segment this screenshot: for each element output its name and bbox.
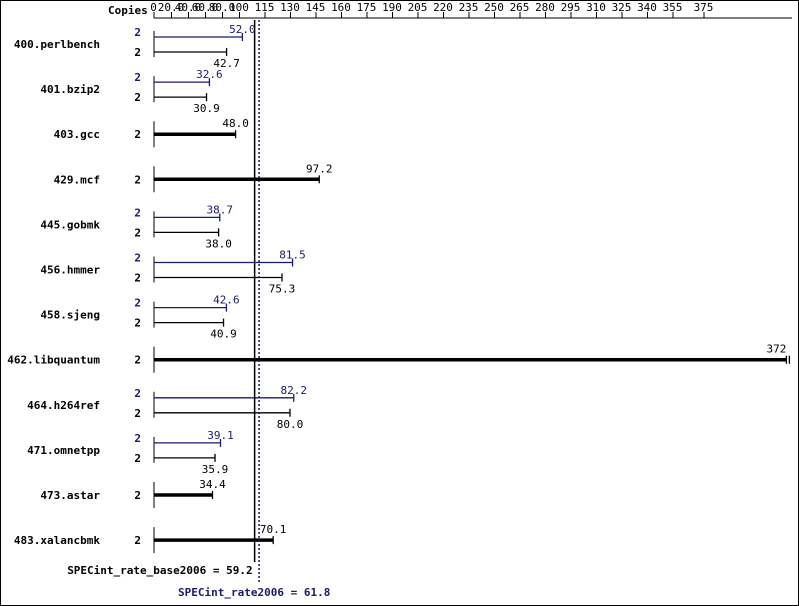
benchmark-label: 456.hmmer — [40, 264, 100, 277]
peak-copies-label: 2 — [134, 387, 141, 400]
base-value-label: 42.7 — [213, 57, 240, 70]
peak-value-label: 32.6 — [196, 68, 223, 81]
benchmark-label: 429.mcf — [54, 173, 100, 186]
peak-copies-label: 2 — [134, 252, 141, 265]
benchmark-label: 400.perlbench — [14, 38, 100, 51]
peak-value-label: 81.5 — [279, 249, 306, 262]
peak-copies-label: 2 — [134, 297, 141, 310]
base-value-label: 80.0 — [277, 418, 304, 431]
benchmark-row: 456.hmmer 2 2 81.5 75.3 — [40, 249, 305, 296]
benchmark-row: 401.bzip2 2 2 32.6 30.9 — [40, 68, 222, 115]
base-copies-label: 2 — [134, 272, 141, 285]
benchmark-row: 462.libquantum 2 372 — [7, 343, 791, 373]
base-copies-label: 2 — [134, 46, 141, 59]
benchmark-label: 464.h264ref — [27, 399, 100, 412]
benchmark-label: 471.omnetpp — [27, 444, 100, 457]
base-value-label: 38.0 — [205, 237, 232, 250]
peak-value-label: 42.6 — [213, 294, 240, 307]
benchmark-label: 462.libquantum — [7, 354, 100, 367]
base-copies-label: 2 — [134, 452, 141, 465]
base-copies-label: 2 — [134, 534, 141, 547]
x-tick-label: 115 — [255, 1, 275, 14]
benchmark-row: 403.gcc 2 48.0 — [54, 117, 249, 148]
x-tick-label: 145 — [306, 1, 326, 14]
benchmark-row: 429.mcf 2 97.2 — [54, 162, 333, 193]
base-value-label: 40.9 — [210, 328, 237, 341]
benchmark-rows: 400.perlbench 2 2 52.0 42.7 401.bzip2 2 2 32.6 30… — [7, 23, 791, 554]
base-copies-label: 2 — [134, 407, 141, 420]
benchmark-label: 403.gcc — [54, 128, 100, 141]
peak-metric-label: SPECint_rate2006 = 61.8 — [178, 586, 330, 599]
benchmark-row: 483.xalancbmk 2 70.1 — [14, 523, 287, 554]
benchmark-row: 458.sjeng 2 2 42.6 40.9 — [40, 294, 239, 341]
benchmark-row: 464.h264ref 2 2 82.2 80.0 — [27, 384, 307, 431]
x-tick-label: 340 — [637, 1, 657, 14]
benchmark-label: 473.astar — [40, 489, 100, 502]
x-tick-label: 205 — [408, 1, 428, 14]
base-value-label: 97.2 — [306, 162, 333, 175]
base-copies-label: 2 — [134, 489, 141, 502]
peak-value-label: 38.7 — [207, 203, 234, 216]
base-copies-label: 2 — [134, 91, 141, 104]
x-tick-label: 295 — [561, 1, 581, 14]
peak-value-label: 82.2 — [280, 384, 307, 397]
x-tick-label: 375 — [694, 1, 714, 14]
benchmark-row: 473.astar 2 34.4 — [40, 478, 226, 508]
benchmark-label: 401.bzip2 — [40, 83, 100, 96]
x-tick-label: 175 — [357, 1, 377, 14]
benchmark-row: 445.gobmk 2 2 38.7 38.0 — [40, 203, 233, 250]
base-copies-label: 2 — [134, 354, 141, 367]
benchmark-label: 445.gobmk — [40, 218, 100, 231]
base-value-label: 35.9 — [202, 463, 229, 476]
benchmark-label: 483.xalancbmk — [14, 534, 100, 547]
x-tick-label: 100 — [229, 1, 249, 14]
x-tick-label: 60.0 — [192, 1, 219, 14]
peak-value-label: 39.1 — [207, 429, 234, 442]
x-tick-label: 250 — [484, 1, 504, 14]
peak-copies-label: 2 — [134, 71, 141, 84]
x-tick-label: 220 — [433, 1, 453, 14]
x-tick-label: 190 — [382, 1, 402, 14]
base-value-label: 34.4 — [199, 478, 226, 491]
x-tick-label: 80.0 — [209, 1, 236, 14]
base-copies-label: 2 — [134, 128, 141, 141]
x-tick-label: 355 — [663, 1, 683, 14]
x-tick-label: 130 — [280, 1, 300, 14]
base-copies-label: 2 — [134, 317, 141, 330]
reference-lines: SPECint_rate_base2006 = 59.2 SPECint_rate… — [67, 20, 330, 599]
peak-copies-label: 2 — [134, 432, 141, 445]
x-tick-label: 325 — [612, 1, 632, 14]
copies-header: Copies — [108, 4, 148, 17]
benchmark-row: 471.omnetpp 2 2 39.1 35.9 — [27, 429, 234, 476]
x-tick-label: 20.0 — [158, 1, 185, 14]
base-value-label: 30.9 — [193, 102, 220, 115]
x-tick-label: 235 — [459, 1, 479, 14]
base-value-label: 70.1 — [260, 523, 287, 536]
x-tick-label: 40.0 — [175, 1, 202, 14]
base-copies-label: 2 — [134, 173, 141, 186]
base-copies-label: 2 — [134, 226, 141, 239]
x-tick-label: 160 — [331, 1, 351, 14]
x-tick-label: 265 — [510, 1, 530, 14]
x-tick-label: 310 — [586, 1, 606, 14]
base-metric-label: SPECint_rate_base2006 = 59.2 — [67, 564, 252, 577]
base-value-label: 75.3 — [269, 283, 296, 296]
x-tick-label: 0 — [150, 1, 157, 14]
base-value-label: 48.0 — [222, 117, 249, 130]
x-tick-label: 280 — [535, 1, 555, 14]
base-value-label: 372 — [767, 343, 787, 356]
benchmark-row: 400.perlbench 2 2 52.0 42.7 — [14, 23, 256, 70]
benchmark-label: 458.sjeng — [40, 309, 100, 322]
peak-value-label: 52.0 — [229, 23, 256, 36]
peak-copies-label: 2 — [134, 206, 141, 219]
peak-copies-label: 2 — [134, 26, 141, 39]
